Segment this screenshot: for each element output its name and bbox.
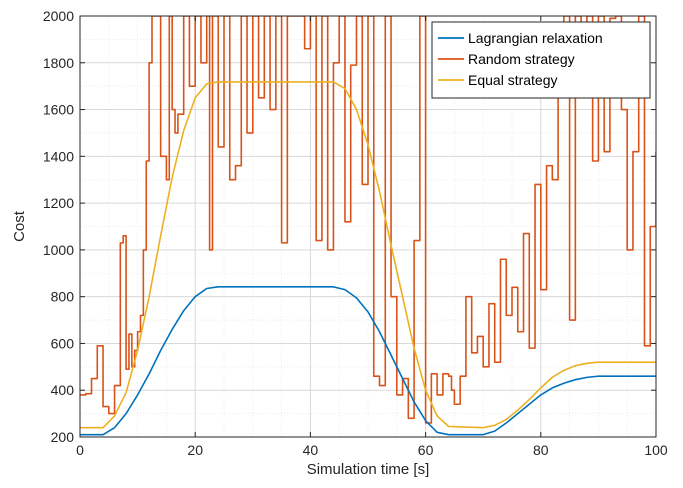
y-axis: 200 400 600 800 1000 1200 1400 1600 1800 2000	[43, 8, 656, 445]
y-tick-label: 800	[51, 289, 75, 305]
series-line-lagrangian-relaxation	[80, 286, 656, 436]
series-line-random-strategy	[80, 16, 656, 424]
y-tick-label: 400	[51, 382, 75, 398]
x-tick-label: 80	[533, 442, 549, 458]
plot-border	[79, 15, 657, 438]
x-tick-label: 60	[418, 442, 434, 458]
y-tick-label: 1200	[43, 195, 74, 211]
x-axis-label: Simulation time [s]	[307, 461, 430, 478]
x-tick-label: 0	[76, 442, 84, 458]
legend: Lagrangian relaxation Random strategy Equa…	[431, 21, 651, 99]
x-tick-label: 100	[644, 442, 668, 458]
y-tick-label: 1000	[43, 242, 74, 258]
legend-label-equal-strategy: Equal strategy	[468, 72, 558, 88]
series-line-equal-strategy	[80, 81, 656, 429]
x-axis: 0 20 40 60 80 100	[76, 16, 668, 458]
legend-label-lagrangian-relaxation: Lagrangian relaxation	[468, 30, 603, 46]
y-tick-label: 200	[51, 429, 75, 445]
x-tick-label: 20	[187, 442, 203, 458]
y-tick-label: 2000	[43, 8, 74, 24]
y-axis-label: Cost	[11, 210, 28, 242]
y-tick-label: 1600	[43, 102, 74, 118]
y-tick-label: 1800	[43, 55, 74, 71]
legend-label-random-strategy: Random strategy	[468, 51, 575, 67]
legend-box	[431, 21, 651, 99]
y-tick-label: 1400	[43, 148, 74, 164]
y-tick-label: 600	[51, 335, 75, 351]
x-tick-label: 40	[303, 442, 319, 458]
series-layer	[80, 16, 656, 436]
